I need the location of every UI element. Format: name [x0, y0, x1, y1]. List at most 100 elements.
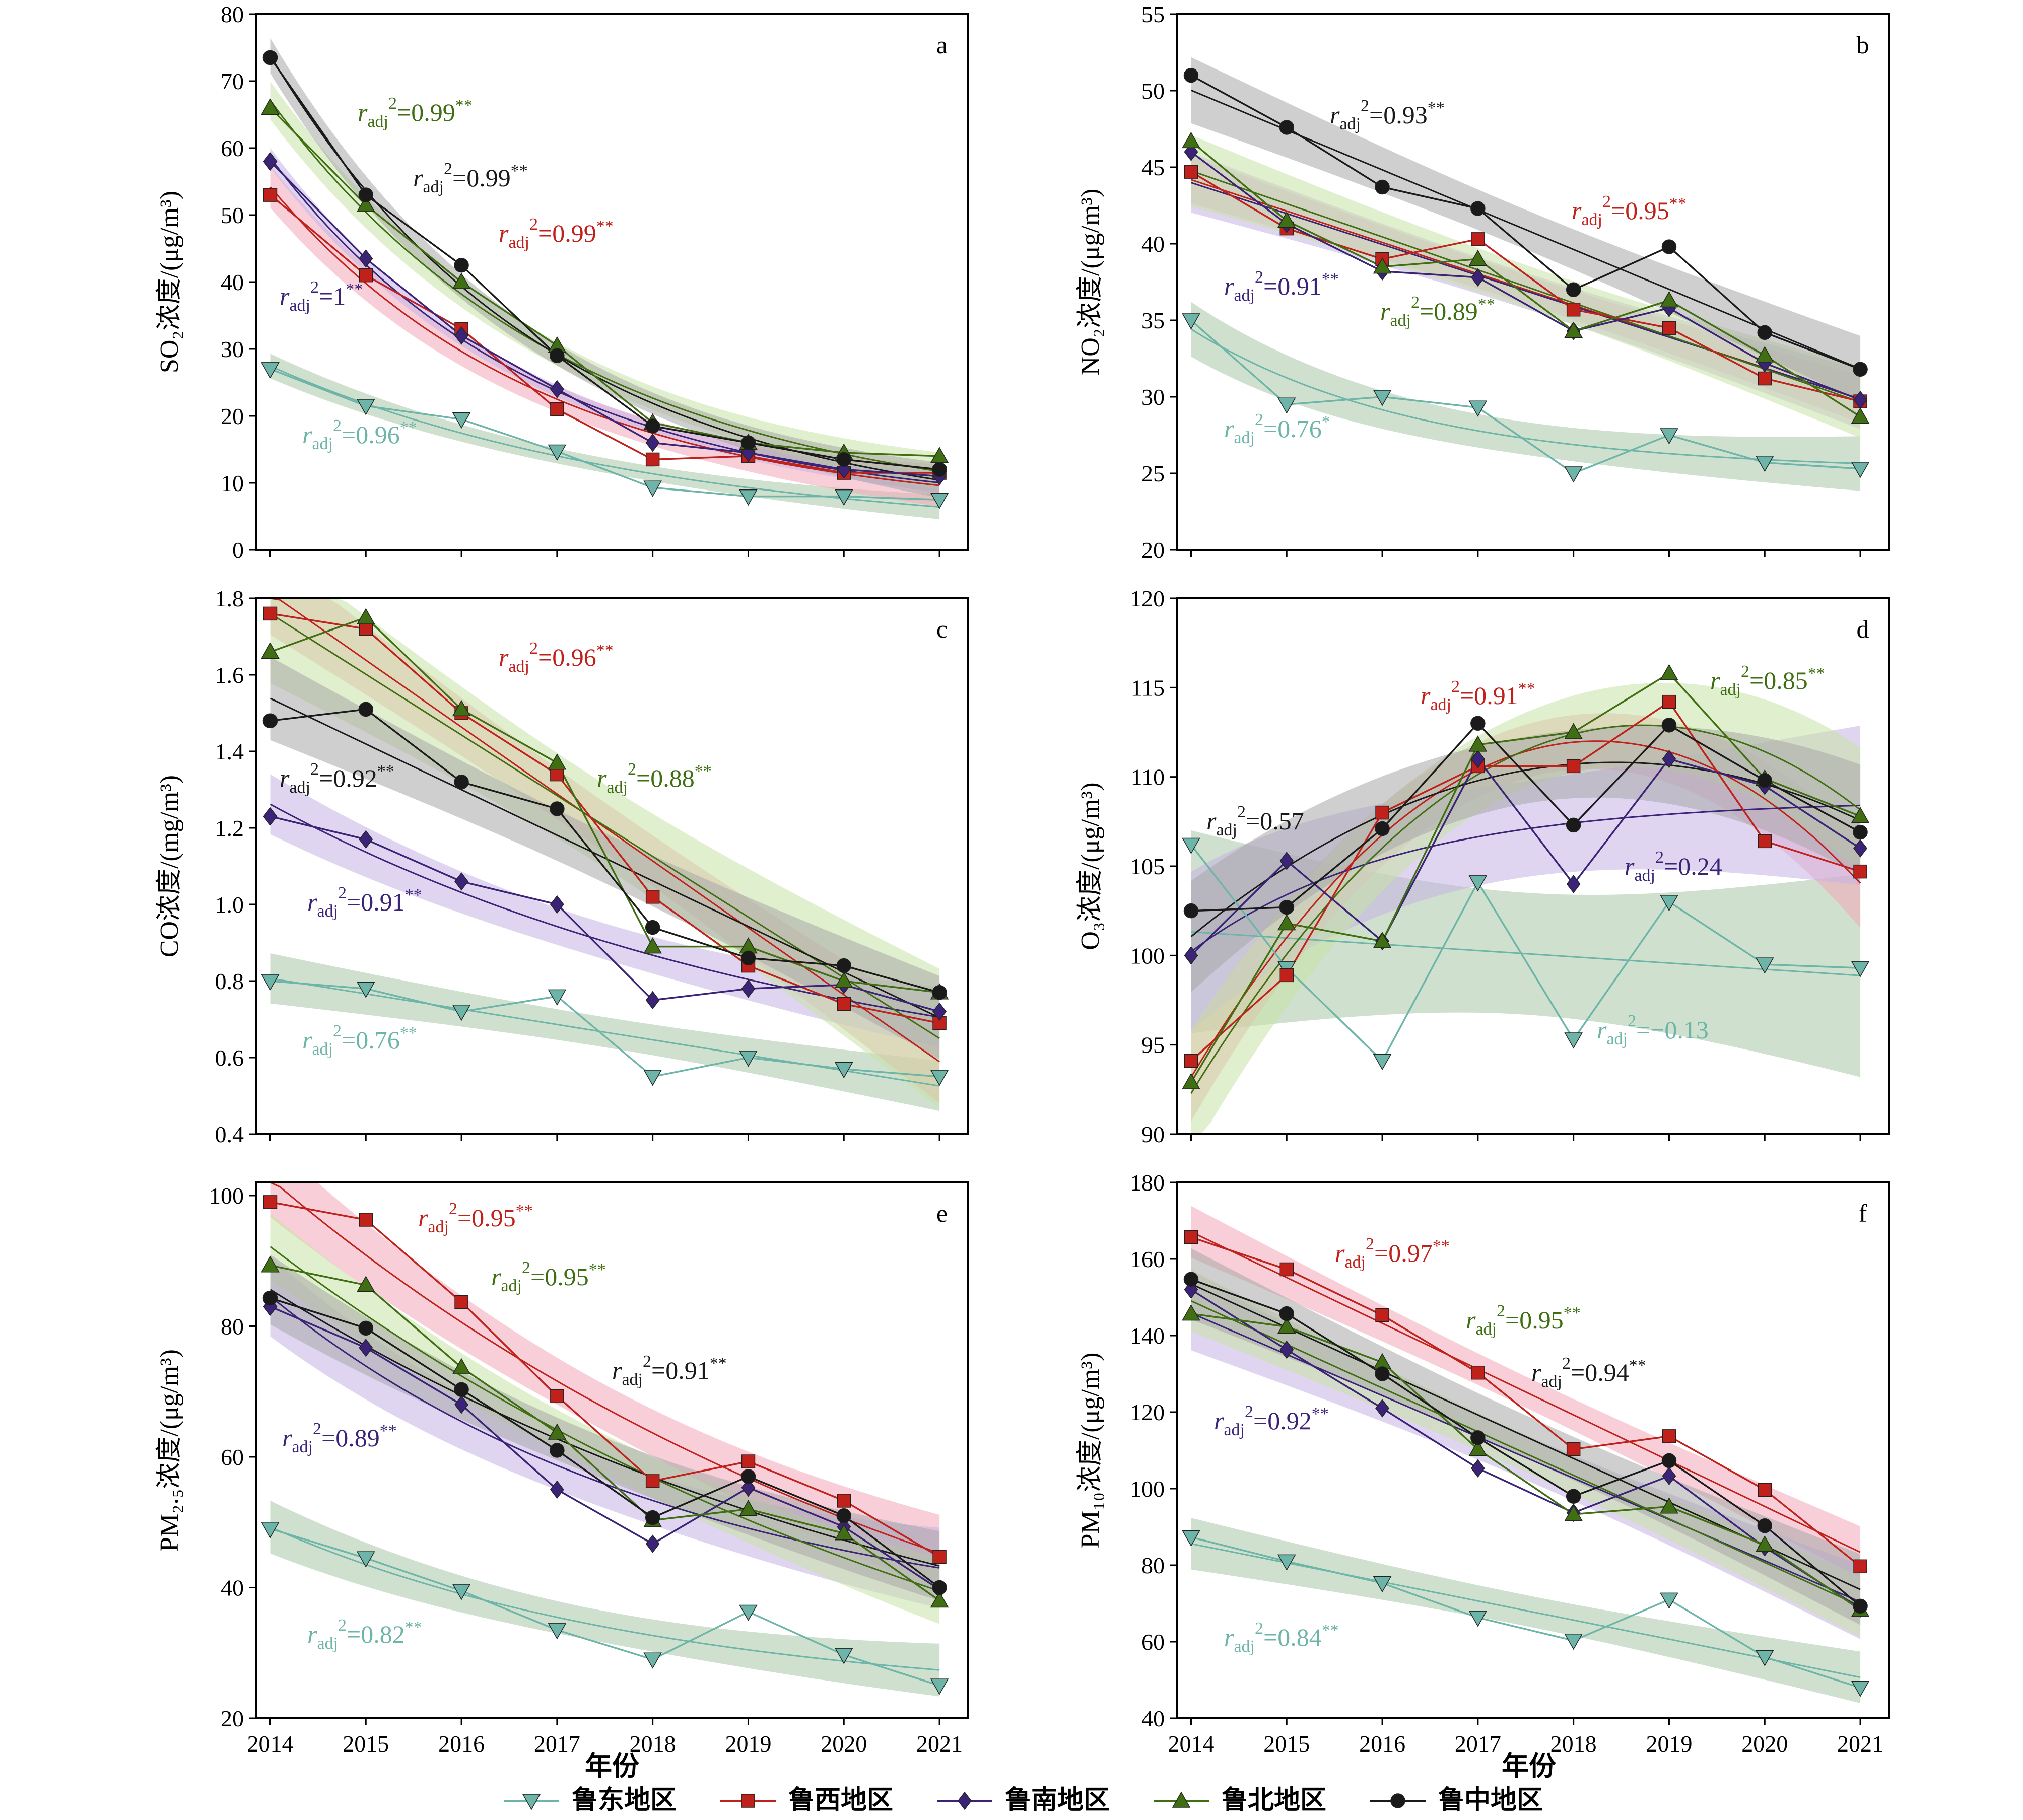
- point-south-2021: [1853, 839, 1868, 858]
- point-central-2018: [1566, 817, 1581, 833]
- r2-annotation-west: radj2=0.97**: [1335, 1235, 1450, 1272]
- y-axis-label-b: NO₂浓度/(μg/m³): [1076, 189, 1105, 376]
- x-ticks-e: 2014 2015 2016 2017 2018 2019 2020 2021: [247, 1718, 963, 1757]
- chart-panels: 0 10 20 30 40 50 60 70 80 SO₂浓度/(μg/m³) a radj2=0.9…: [155, 2, 1890, 1757]
- point-east-2015: [1277, 397, 1296, 414]
- point-south-2015: [359, 249, 373, 268]
- point-south-2019: [741, 1478, 756, 1497]
- point-north-2019: [739, 1500, 758, 1516]
- point-central-2017: [1470, 716, 1486, 731]
- point-central-2014: [1183, 67, 1199, 83]
- data-markers-f: [1182, 1230, 1870, 1697]
- data-markers-a: [261, 50, 949, 509]
- r2-annotation-west: radj2=0.99**: [499, 215, 614, 252]
- x-ticks-d: [1190, 1134, 1861, 1141]
- point-west-2020: [837, 1494, 851, 1508]
- y-tick-label: 40: [221, 269, 244, 295]
- y-axis-label-d: O₃浓度/(μg/m³): [1076, 782, 1105, 950]
- point-central-2021: [1853, 1598, 1868, 1614]
- r2-annotation-north: radj2=0.89**: [1380, 293, 1495, 330]
- point-east-2020: [834, 1648, 853, 1664]
- point-central-2016: [1375, 179, 1390, 195]
- r2-annotation-central: radj2=0.99**: [413, 160, 528, 196]
- point-east-2019: [1660, 895, 1678, 912]
- data-markers-c: [261, 606, 949, 1086]
- point-east-2016: [1373, 1576, 1392, 1593]
- point-east-2020: [1755, 455, 1774, 472]
- point-east-2015: [356, 399, 375, 415]
- r2-annotation-north: radj2=0.99**: [358, 94, 473, 131]
- y-tick-label: 50: [1141, 78, 1165, 104]
- panel-letter-f: f: [1859, 1199, 1867, 1227]
- point-central-2018: [645, 920, 660, 935]
- series-line-south: [269, 161, 940, 477]
- point-central-2017: [550, 801, 565, 816]
- point-central-2015: [358, 702, 374, 717]
- point-west-2021: [1853, 864, 1867, 879]
- y-tick-label: 140: [1130, 1323, 1165, 1349]
- data-lines-a: [269, 57, 940, 501]
- r2-annotation-east: radj2=0.96**: [302, 416, 417, 453]
- point-east-2014: [1182, 837, 1200, 854]
- legend-label: 鲁中地区: [1438, 1786, 1543, 1815]
- y-tick-label: 100: [209, 1183, 244, 1209]
- y-tick-label: 1.2: [215, 815, 244, 841]
- r2-annotation-south: radj2=0.24: [1625, 848, 1722, 885]
- point-west-2014: [263, 606, 278, 621]
- point-east-2019: [1660, 428, 1678, 445]
- y-ticks-e: 20 40 60 80 100: [209, 1183, 256, 1731]
- series-line-west: [270, 1201, 940, 1558]
- point-central-2019: [1661, 1453, 1677, 1468]
- point-north-2016: [452, 1358, 471, 1374]
- x-tick-label: 2016: [1359, 1731, 1405, 1757]
- ci-band-east: [270, 354, 940, 519]
- point-south-2015: [1279, 852, 1294, 870]
- y-tick-label: 60: [221, 135, 244, 161]
- point-south-2014: [1184, 946, 1198, 965]
- point-central-2018: [1566, 1489, 1581, 1504]
- y-tick-label: 70: [221, 68, 244, 94]
- point-north-2015: [356, 608, 375, 624]
- point-central-2014: [1183, 1272, 1199, 1287]
- legend-item-west: 鲁西地区: [720, 1786, 893, 1815]
- y-tick-label: 60: [221, 1444, 244, 1470]
- fit-line-south: [1190, 804, 1861, 953]
- y-tick-label: 30: [1141, 384, 1165, 410]
- point-west-2018: [1566, 302, 1581, 317]
- point-east-2018: [1564, 1633, 1583, 1650]
- point-east-2017: [548, 989, 567, 1006]
- y-tick-label: 115: [1131, 675, 1165, 701]
- point-east-2016: [1373, 390, 1392, 406]
- point-west-2019: [1662, 321, 1676, 335]
- point-west-2020: [1758, 1483, 1772, 1497]
- point-central-2020: [1757, 773, 1773, 788]
- y-tick-label: 160: [1130, 1246, 1165, 1272]
- point-west-2017: [1471, 232, 1485, 246]
- y-tick-label: 0.4: [215, 1122, 244, 1147]
- fit-line-south: [1190, 1312, 1861, 1603]
- point-south-2016: [454, 326, 469, 345]
- point-north-2019: [1660, 1497, 1678, 1514]
- fit-line-west: [269, 186, 940, 486]
- point-north-2015: [1277, 211, 1296, 228]
- point-north-2017: [548, 753, 567, 770]
- y-tick-label: 1.0: [215, 892, 244, 918]
- r2-annotation-south: radj2=1**: [280, 278, 363, 315]
- point-central-2021: [932, 1580, 947, 1595]
- point-north-2020: [1755, 1535, 1774, 1552]
- r2-annotation-central: radj2=0.94**: [1531, 1354, 1646, 1391]
- y-tick-label: 10: [221, 470, 244, 496]
- point-west-2014: [1184, 1054, 1198, 1068]
- r2-annotation-north: radj2=0.95**: [491, 1258, 606, 1295]
- point-south-2017: [550, 1480, 564, 1499]
- point-west-2019: [1662, 1429, 1676, 1443]
- point-east-2017: [548, 1623, 567, 1640]
- ci-band-central: [1191, 726, 1861, 993]
- point-central-2014: [262, 713, 278, 728]
- series-line-north: [269, 107, 940, 457]
- point-east-2021: [1851, 462, 1870, 478]
- point-north-2018: [1564, 723, 1583, 739]
- series-line-central: [1190, 1278, 1861, 1607]
- point-south-2018: [1566, 875, 1581, 893]
